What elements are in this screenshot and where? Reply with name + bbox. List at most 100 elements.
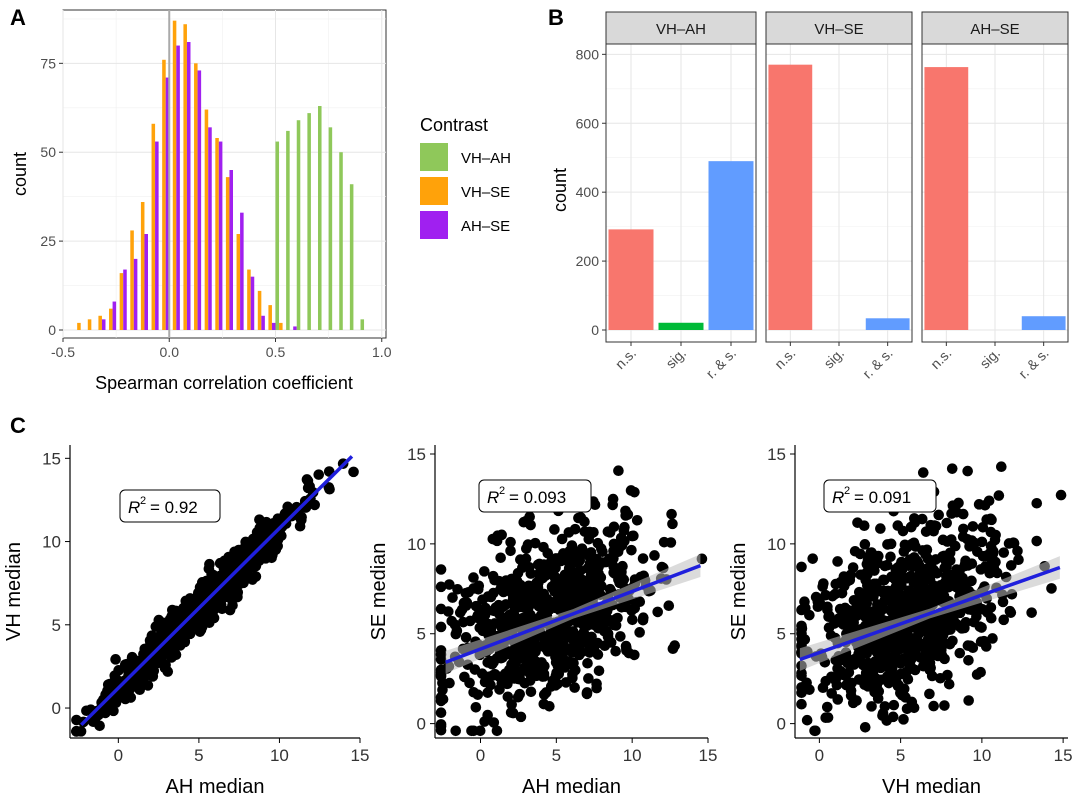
- scatter-point: [1003, 538, 1015, 549]
- scatter-point: [852, 596, 863, 608]
- scatter-point: [618, 574, 630, 585]
- scatter-point: [804, 609, 815, 621]
- scatter-point: [965, 604, 977, 615]
- scatter-point: [1005, 607, 1017, 618]
- scatter-point: [109, 670, 121, 681]
- scatter-point: [667, 518, 678, 530]
- scatter-point: [610, 645, 621, 657]
- panel-letter-b: B: [548, 5, 564, 30]
- scatter-point: [223, 592, 235, 603]
- scatter-point: [887, 711, 899, 723]
- histogram-bar: [218, 141, 223, 330]
- x-tick-label: r. & s.: [702, 345, 739, 382]
- scatter-point: [495, 552, 506, 564]
- histogram-bar: [240, 212, 244, 330]
- scatter-point: [279, 508, 291, 520]
- scatter-point: [1055, 489, 1067, 501]
- scatter-xlabel: VH median: [882, 776, 981, 798]
- scatter-point: [907, 634, 919, 646]
- y-tick-label: 0: [48, 322, 56, 338]
- scatter-point: [960, 559, 972, 570]
- scatter-point: [993, 490, 1005, 501]
- scatter-point: [896, 556, 907, 568]
- histogram-bar: [349, 184, 354, 330]
- scatter-point: [631, 514, 643, 526]
- histogram-bar: [261, 315, 265, 330]
- scatter-point: [896, 689, 908, 701]
- scatter-point: [1031, 497, 1043, 509]
- scatter-point: [294, 520, 306, 532]
- category-bar: [608, 229, 654, 330]
- scatter-point: [922, 587, 933, 598]
- scatter-point: [968, 616, 980, 628]
- x-tick-label: 5: [194, 746, 203, 765]
- x-tick-label: n.s.: [612, 345, 639, 372]
- scatter-point: [71, 714, 82, 726]
- scatter-point: [488, 717, 500, 728]
- scatter-point: [476, 618, 488, 629]
- scatter-point: [154, 657, 166, 668]
- x-tick-label: r. & s.: [1015, 345, 1052, 382]
- scatter-point: [592, 586, 604, 598]
- scatter-point: [941, 517, 952, 529]
- scatter-point: [981, 514, 992, 525]
- scatter-point: [854, 548, 866, 560]
- scatter-point: [576, 574, 588, 586]
- scatter-ylabel: SE median: [728, 543, 750, 641]
- scatter-point: [920, 549, 931, 560]
- facet-title: VH–AH: [656, 21, 706, 38]
- scatter-point: [582, 657, 593, 669]
- histogram-bar: [77, 322, 81, 330]
- scatter-point: [982, 607, 993, 618]
- scatter-point: [892, 592, 904, 603]
- scatter-point: [905, 570, 917, 582]
- scatter-point: [150, 621, 162, 632]
- scatter-point: [933, 509, 945, 521]
- x-tick-label: 10: [270, 746, 289, 765]
- scatter-point: [446, 615, 458, 627]
- scatter-point: [998, 614, 1010, 626]
- scatter-point: [348, 466, 359, 478]
- scatter-point: [985, 526, 997, 538]
- y-tick-label: 50: [40, 144, 56, 160]
- scatter-point: [459, 671, 470, 683]
- scatter-point: [941, 624, 952, 636]
- histogram-bar: [101, 319, 106, 330]
- scatter-point: [313, 469, 325, 480]
- y-tick-label: 5: [777, 625, 786, 644]
- scatter-point: [905, 521, 917, 533]
- scatter-point: [861, 598, 873, 609]
- scatter-point: [482, 605, 493, 617]
- scatter-point: [842, 604, 854, 616]
- r-squared-symbol: R: [487, 488, 499, 507]
- scatter-point: [585, 547, 597, 558]
- scatter-point: [821, 701, 833, 713]
- scatter-point: [626, 530, 638, 542]
- x-tick-label: 0: [815, 746, 824, 765]
- histogram-bar: [144, 234, 148, 330]
- histogram-bar: [151, 123, 156, 331]
- r-squared-value: = 0.093: [509, 488, 566, 507]
- scatter-point: [890, 655, 901, 666]
- facet-bar-panel: VH–AH n.s. sig. r. & s. 0 200 400 600 800 VH–SE n.…: [550, 11, 1069, 382]
- scatter-point: [637, 553, 649, 564]
- scatter-point: [215, 599, 227, 611]
- scatter-point: [975, 636, 987, 648]
- facet-strip: [921, 11, 1069, 45]
- scatter-point: [522, 604, 534, 616]
- scatter-point: [924, 688, 935, 700]
- histogram-bar: [296, 120, 301, 330]
- scatter-point: [823, 611, 834, 623]
- scatter-point: [946, 463, 958, 474]
- scatter-point: [551, 670, 562, 681]
- scatter-point: [435, 564, 447, 575]
- scatter-point: [584, 526, 595, 538]
- panel-b-ylabel: count: [550, 168, 570, 212]
- panel-a-frame: [62, 9, 387, 339]
- scatter-point: [917, 467, 929, 478]
- scatter-point: [564, 554, 576, 565]
- scatter-point: [859, 722, 871, 733]
- scatter-point: [869, 565, 880, 576]
- scatter-point: [967, 642, 979, 654]
